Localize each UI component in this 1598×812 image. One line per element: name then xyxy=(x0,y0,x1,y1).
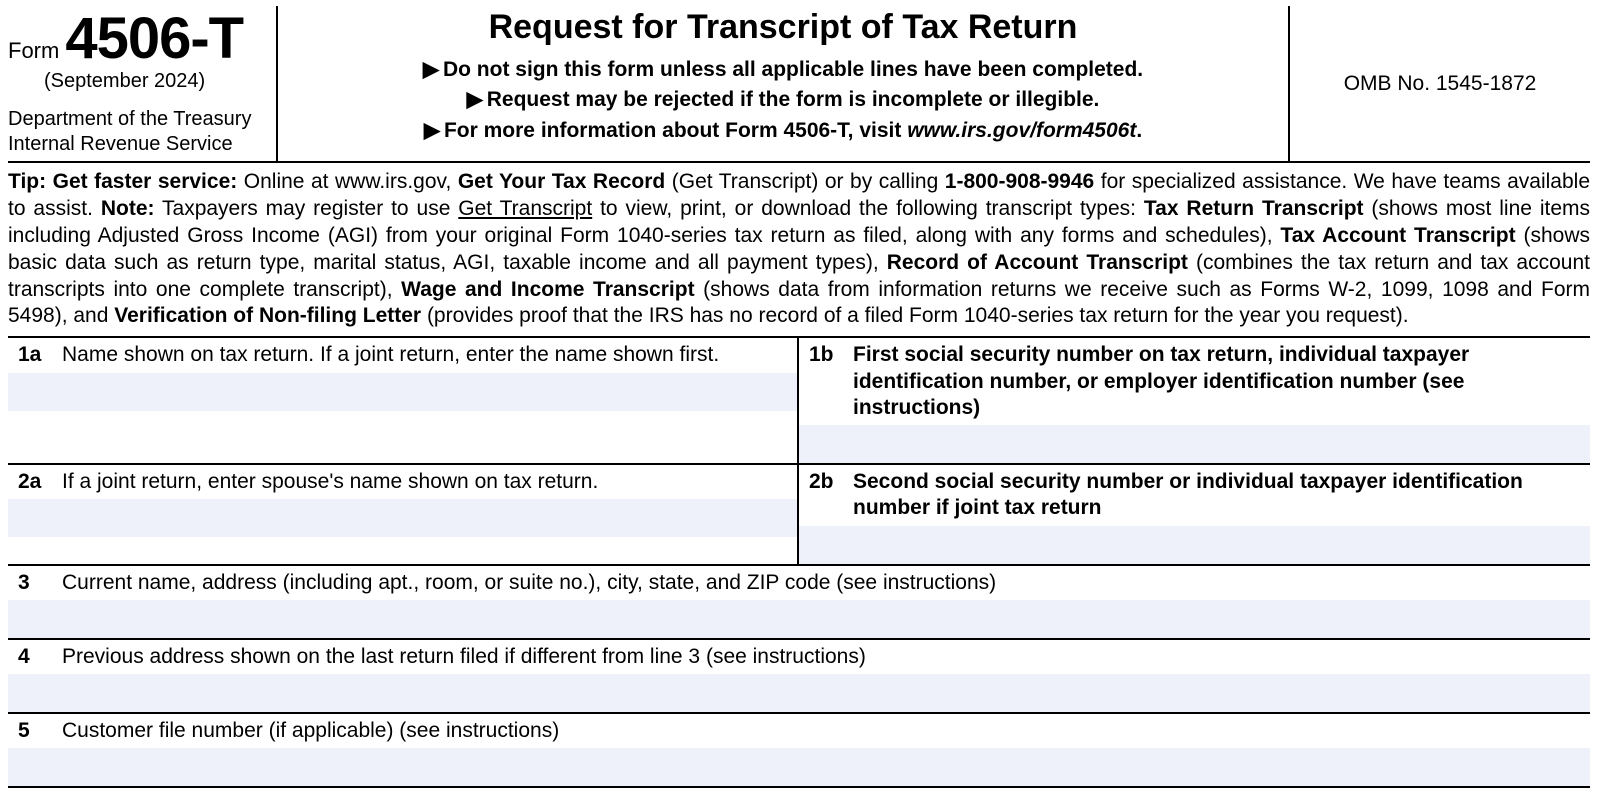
label-2a: 2a If a joint return, enter spouse's nam… xyxy=(8,465,797,499)
dept-line1: Department of the Treasury xyxy=(8,107,270,132)
cell-1b: 1b First social security number on tax r… xyxy=(799,338,1590,463)
line-number-1a: 1a xyxy=(18,342,62,368)
input-3[interactable] xyxy=(8,600,1590,638)
line-text-5: Customer file number (if applicable) (se… xyxy=(62,718,1580,744)
row-2: 2a If a joint return, enter spouse's nam… xyxy=(8,465,1590,566)
form-title: Request for Transcript of Tax Return xyxy=(288,8,1278,47)
line-text-4: Previous address shown on the last retur… xyxy=(62,644,1580,670)
line-text-2b: Second social security number or individ… xyxy=(853,469,1582,522)
line-number-2a: 2a xyxy=(18,469,62,495)
form-word: Form xyxy=(8,38,59,64)
line-text-2a: If a joint return, enter spouse's name s… xyxy=(62,469,789,495)
label-3: 3 Current name, address (including apt.,… xyxy=(8,566,1590,600)
label-1b: 1b First social security number on tax r… xyxy=(799,338,1590,425)
triangle-icon: ▶ xyxy=(467,88,483,111)
cell-1a: 1a Name shown on tax return. If a joint … xyxy=(8,338,799,463)
row-3: 3 Current name, address (including apt.,… xyxy=(8,566,1590,640)
input-1a[interactable] xyxy=(8,373,797,411)
form-number: 4506-T xyxy=(65,10,243,68)
dept-line2: Internal Revenue Service xyxy=(8,132,270,157)
form-number-line: Form 4506-T xyxy=(8,10,270,68)
triangle-icon: ▶ xyxy=(423,58,439,81)
label-4: 4 Previous address shown on the last ret… xyxy=(8,640,1590,674)
cell-2b: 2b Second social security number or indi… xyxy=(799,465,1590,564)
subtitle-3: ▶For more information about Form 4506-T,… xyxy=(288,116,1278,146)
cell-2a: 2a If a joint return, enter spouse's nam… xyxy=(8,465,799,564)
triangle-icon: ▶ xyxy=(424,119,440,142)
line-number-2b: 2b xyxy=(809,469,853,522)
line-text-1a: Name shown on tax return. If a joint ret… xyxy=(62,342,789,368)
row-4: 4 Previous address shown on the last ret… xyxy=(8,640,1590,714)
line-number-3: 3 xyxy=(18,570,62,596)
form-fields: 1a Name shown on tax return. If a joint … xyxy=(8,336,1590,788)
label-1a: 1a Name shown on tax return. If a joint … xyxy=(8,338,797,372)
line-number-1b: 1b xyxy=(809,342,853,421)
tip-paragraph: Tip: Get faster service: Online at www.i… xyxy=(8,163,1590,336)
input-5[interactable] xyxy=(8,748,1590,786)
header-center: Request for Transcript of Tax Return ▶Do… xyxy=(278,6,1290,161)
form-revision: (September 2024) xyxy=(44,70,270,93)
department: Department of the Treasury Internal Reve… xyxy=(8,107,270,157)
header-left: Form 4506-T (September 2024) Department … xyxy=(8,6,278,161)
subtitle-2: ▶Request may be rejected if the form is … xyxy=(288,85,1278,115)
input-2b[interactable] xyxy=(799,526,1590,564)
form-header: Form 4506-T (September 2024) Department … xyxy=(8,6,1590,163)
line-number-4: 4 xyxy=(18,644,62,670)
input-4[interactable] xyxy=(8,674,1590,712)
line-text-3: Current name, address (including apt., r… xyxy=(62,570,1580,596)
label-2b: 2b Second social security number or indi… xyxy=(799,465,1590,526)
input-2a[interactable] xyxy=(8,499,797,537)
line-text-1b: First social security number on tax retu… xyxy=(853,342,1582,421)
row-1: 1a Name shown on tax return. If a joint … xyxy=(8,338,1590,465)
row-5: 5 Customer file number (if applicable) (… xyxy=(8,714,1590,788)
omb-number: OMB No. 1545-1872 xyxy=(1290,6,1590,161)
subtitle-1: ▶Do not sign this form unless all applic… xyxy=(288,55,1278,85)
label-5: 5 Customer file number (if applicable) (… xyxy=(8,714,1590,748)
line-number-5: 5 xyxy=(18,718,62,744)
input-1b[interactable] xyxy=(799,425,1590,463)
form-url: www.irs.gov/form4506t xyxy=(907,119,1136,142)
